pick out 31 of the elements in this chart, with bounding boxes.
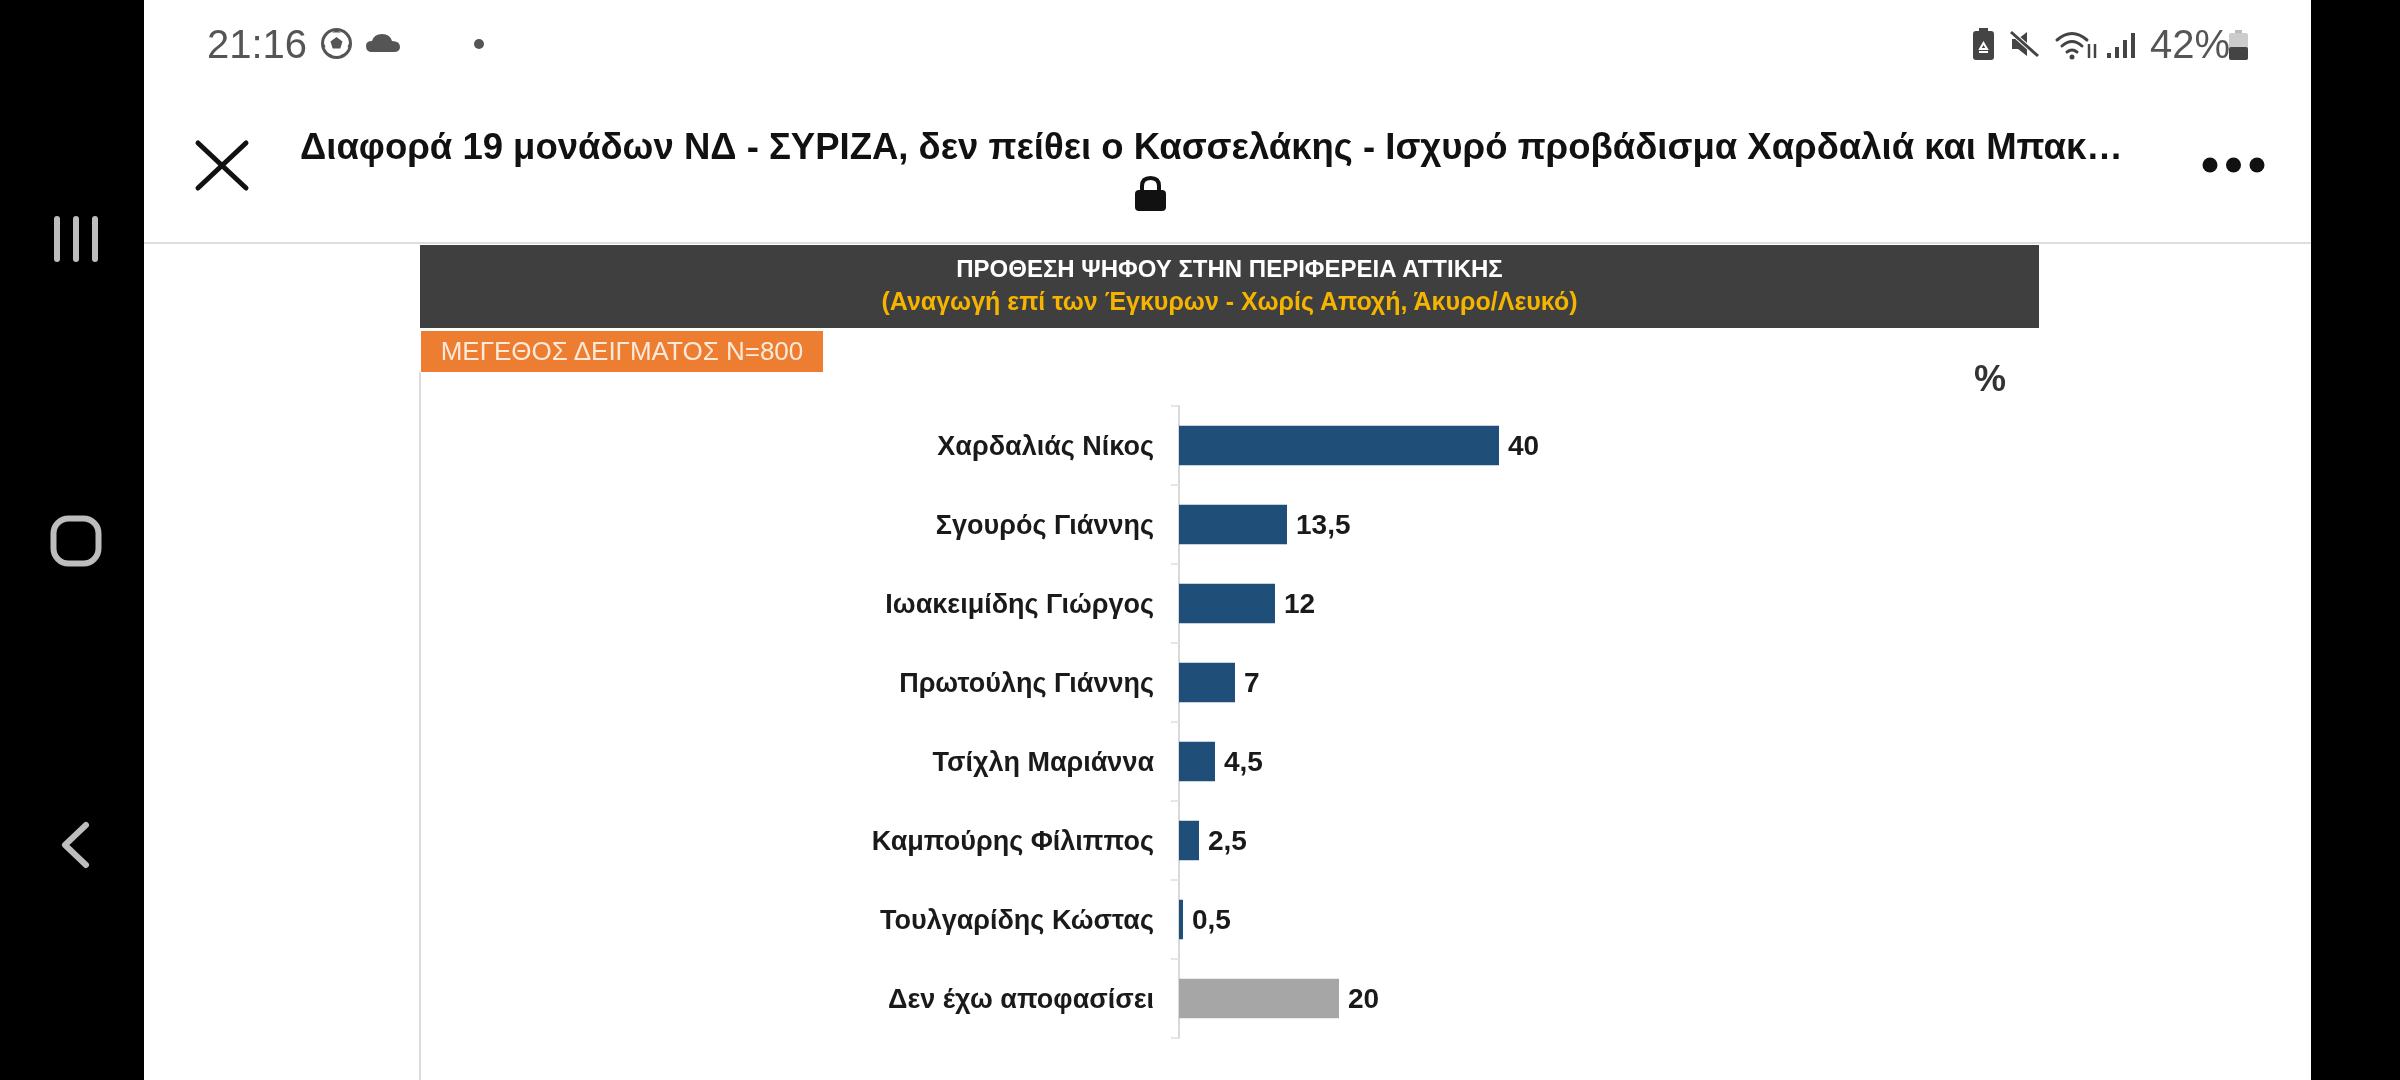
text: %	[1974, 358, 2007, 399]
data-label: 13,5	[1296, 509, 1351, 540]
y-tick-label: Χαρδαλιάς Νίκος	[937, 430, 1154, 461]
bar	[1179, 662, 1235, 703]
y-tick-label: Δεν έχω αποφασίσει	[888, 983, 1154, 1014]
bar	[1179, 741, 1215, 782]
y-tick-label: Τουλγαρίδης Κώστας	[879, 904, 1154, 935]
data-label: 12	[1284, 588, 1316, 619]
data-label: 0,5	[1192, 904, 1231, 935]
data-label: 40	[1508, 430, 1540, 461]
data-label: 4,5	[1224, 746, 1263, 777]
bar	[1179, 820, 1199, 861]
y-tick-label: Καμπούρης Φίλιππος	[871, 825, 1154, 856]
data-label: 2,5	[1208, 825, 1247, 856]
bar	[1179, 978, 1339, 1019]
chart-subtitle: (Αναγωγή επί των Έγκυρων - Χωρίς Αποχή, Άκυρο/Λευκό)	[880, 287, 1579, 315]
y-tick-label: Σγουρός Γιάννης	[935, 509, 1154, 540]
y-tick-label: Πρωτούλης Γιάννης	[899, 667, 1154, 698]
y-tick-label: Ιωακειμίδης Γιώργος	[885, 588, 1154, 619]
data-label: 20	[1348, 983, 1380, 1014]
data-label: 7	[1244, 667, 1260, 698]
text: 42%	[2150, 22, 2231, 66]
y-tick-label: Τσίχλη Μαριάννα	[932, 746, 1155, 777]
text: ΜΕΓΕΘΟΣ ΔΕΙΓΜΑΤΟΣ N=800	[421, 331, 823, 372]
bar	[1179, 583, 1275, 624]
bar	[1179, 899, 1183, 940]
bar	[1179, 425, 1499, 466]
text: 21:16	[207, 22, 308, 66]
bar	[1179, 504, 1287, 545]
text: Διαφορά 19 μονάδων ΝΔ - ΣΥΡΙΖΑ, δεν πείθει ο Κασσελάκης - Ισχυρό προβάδισμα Χαρδαλιά και Μπακ…	[300, 126, 2123, 167]
chart-title: ΠΡΟΘΕΣΗ ΨΗΦΟΥ ΣΤΗΝ ΠΕΡΙΦΕΡΕΙΑ ΑΤΤΙΚΗΣ	[955, 255, 1504, 282]
